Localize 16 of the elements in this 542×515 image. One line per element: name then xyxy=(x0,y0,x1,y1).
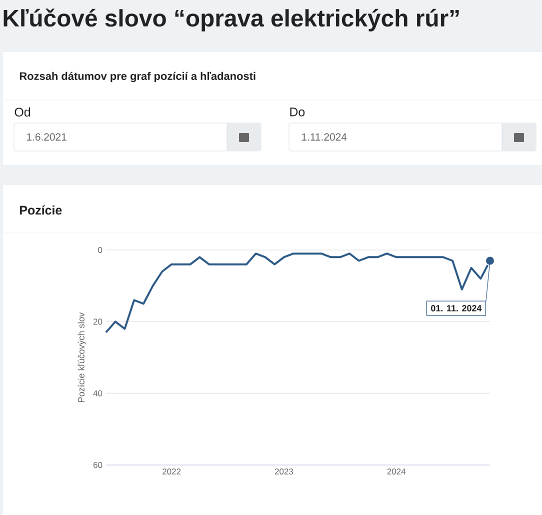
y-tick-label: 0 xyxy=(98,247,102,253)
y-tick-label: 20 xyxy=(93,318,102,325)
x-tick-label: 2022 xyxy=(162,468,181,474)
text: 1.11.2024 xyxy=(302,133,347,141)
y-tick-label: 60 xyxy=(94,462,102,468)
chart-title: Kľúčové slovo “oprava elektrických rúr” xyxy=(4,8,459,32)
annotation: 01. 11. 2024 xyxy=(431,305,482,312)
text: Od xyxy=(14,107,30,117)
x-tick-label: 2023 xyxy=(274,468,294,474)
text: Rozsah dátumov pre graf pozícií a hľadanosti xyxy=(20,72,256,82)
text: Do xyxy=(290,108,305,116)
x-tick-label: 2024 xyxy=(387,468,406,474)
y-tick-label: 40 xyxy=(93,390,102,396)
y-axis-title: Pozície kľúčových slov xyxy=(78,312,86,402)
text: 1.6.2021 xyxy=(27,133,66,141)
chart-subtitle: Pozície xyxy=(20,205,62,215)
